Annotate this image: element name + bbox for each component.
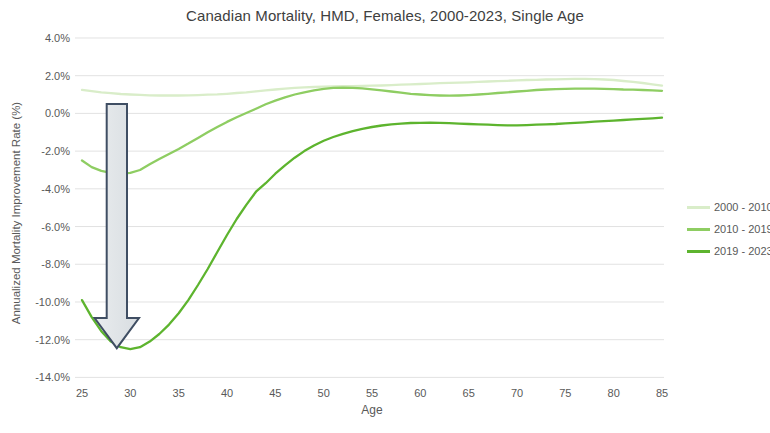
series-line-2000-2010: [82, 79, 662, 96]
legend-item: 2000 - 2010: [687, 196, 770, 218]
legend-line-swatch: [687, 206, 710, 209]
x-tick-label: 50: [304, 387, 344, 399]
legend: 2000 - 2010 2010 - 2019 2019 - 2023: [687, 196, 770, 262]
x-tick-label: 30: [110, 387, 150, 399]
x-axis-title: Age: [82, 403, 662, 417]
x-tick-label: 25: [62, 387, 102, 399]
legend-item: 2010 - 2019: [687, 218, 770, 240]
y-tick-label: -2.0%: [22, 145, 70, 157]
legend-line-swatch: [687, 228, 710, 231]
x-tick-label: 85: [642, 387, 682, 399]
legend-label: 2019 - 2023: [714, 245, 770, 257]
y-tick-label: 4.0%: [22, 32, 70, 44]
series-line-2010-2019: [82, 88, 662, 174]
plot-area: [0, 0, 770, 433]
x-tick-label: 55: [352, 387, 392, 399]
x-tick-label: 40: [207, 387, 247, 399]
y-axis-title: Annualized Mortality Improvement Rate (%…: [10, 68, 22, 358]
y-tick-label: 2.0%: [22, 70, 70, 82]
legend-label: 2000 - 2010: [714, 201, 770, 213]
x-tick-label: 70: [497, 387, 537, 399]
y-tick-label: -14.0%: [22, 371, 70, 383]
y-tick-label: -12.0%: [22, 334, 70, 346]
legend-line-swatch: [687, 250, 710, 253]
mortality-improvement-chart: Canadian Mortality, HMD, Females, 2000-2…: [0, 0, 770, 433]
y-tick-label: -10.0%: [22, 296, 70, 308]
x-tick-label: 65: [449, 387, 489, 399]
x-tick-label: 35: [159, 387, 199, 399]
legend-label: 2010 - 2019: [714, 223, 770, 235]
y-tick-label: -6.0%: [22, 221, 70, 233]
chart-title: Canadian Mortality, HMD, Females, 2000-2…: [0, 7, 770, 24]
x-tick-label: 45: [255, 387, 295, 399]
x-tick-label: 80: [594, 387, 634, 399]
y-tick-label: -4.0%: [22, 183, 70, 195]
legend-item: 2019 - 2023: [687, 240, 770, 262]
y-tick-label: -8.0%: [22, 258, 70, 270]
x-tick-label: 75: [545, 387, 585, 399]
x-tick-label: 60: [400, 387, 440, 399]
y-tick-label: 0.0%: [22, 107, 70, 119]
series-line-2019-2023: [82, 118, 662, 349]
